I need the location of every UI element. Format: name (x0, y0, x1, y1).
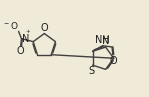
Text: $^+$: $^+$ (24, 29, 31, 38)
Text: O: O (41, 23, 48, 33)
Text: O: O (17, 46, 24, 56)
Text: S: S (89, 66, 95, 76)
Text: $^-$O: $^-$O (2, 20, 18, 31)
Text: O: O (109, 56, 117, 66)
Text: N: N (102, 36, 110, 46)
Text: N: N (22, 34, 29, 44)
Text: NH: NH (95, 35, 110, 45)
